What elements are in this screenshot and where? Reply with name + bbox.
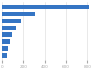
Bar [2,12,35,16]
Bar [2,32,12,37]
Bar [2,39,10,44]
Bar [2,5,90,9]
Bar [2,19,21,23]
Bar [2,46,8,51]
Bar [2,26,16,30]
Bar [2,53,7,58]
